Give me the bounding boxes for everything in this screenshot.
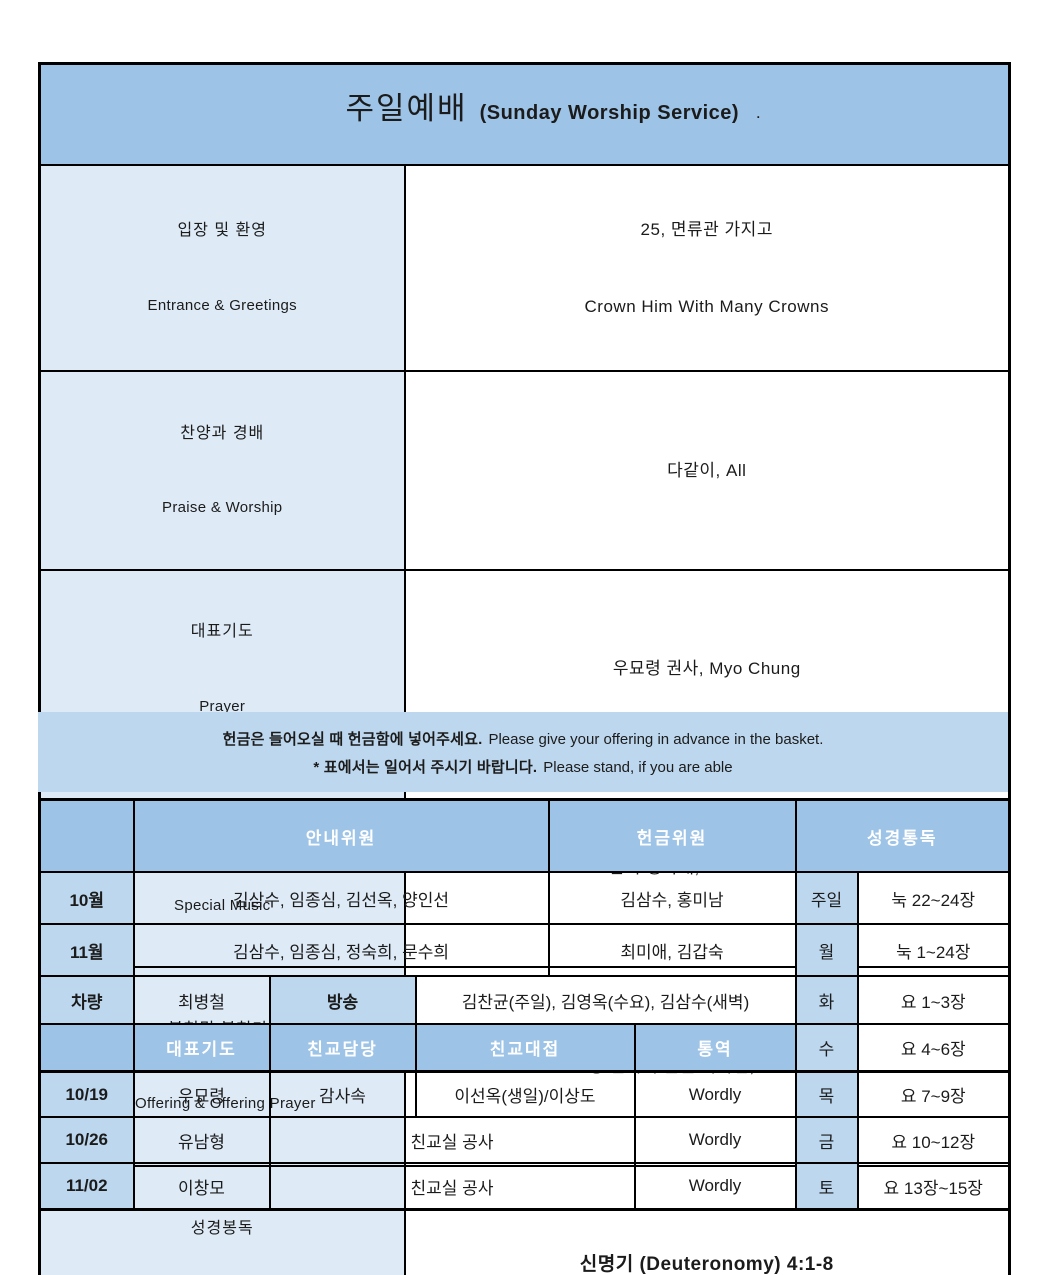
notice-line-1-en: Please give your offering in advance in … (488, 730, 824, 748)
service-title-cell: 주일예배 (Sunday Worship Service) . (38, 62, 1011, 166)
notice-line-1: 헌금은 들어오실 때 헌금함에 넣어주세요. Please give your o… (223, 728, 824, 749)
reading-cell-tuesday: 요 1~3장 (856, 975, 1011, 1025)
translation-10-26: Wordly (633, 1116, 797, 1164)
row-vehicle: 차량 최병철 방송 김찬균(주일), 김영옥(수요), 김삼수(새벽) 화 요 … (38, 975, 1011, 1025)
day-cell-friday: 금 (794, 1116, 859, 1164)
duty-header-row: 대표기도 친교담당 친교대접 통역 수 요 4~6장 (38, 1023, 1011, 1073)
row-11-02: 11/02 이창모 친교실 공사 Wordly 토 요 13장~15장 (38, 1162, 1011, 1211)
day-cell-sunday: 주일 (794, 871, 859, 925)
praise-label: 찬양과 경배 Praise & Worship (38, 370, 406, 571)
november-label: 11월 (38, 923, 135, 977)
prayer-label-en: Prayer (199, 697, 246, 715)
reading-cell-saturday: 요 13장~15장 (856, 1162, 1011, 1211)
date-10-26-label: 10/26 (38, 1116, 135, 1164)
row-10-19: 10/19 우묘령 감사속 이선옥(생일)/이상도 Wordly 목 요 7~9… (38, 1070, 1011, 1118)
prayer-label-ko: 대표기도 (190, 623, 254, 641)
translation-10-19: Wordly (633, 1070, 797, 1118)
day-cell-thursday: 목 (794, 1070, 859, 1118)
entrance-hymn-ko: 25, 면류관 가지고 (640, 220, 773, 239)
ushers-header: 안내위원 (132, 798, 550, 873)
praise-value: 다같이, All (403, 370, 1011, 571)
broadcast-members: 김찬균(주일), 김영옥(수요), 김삼수(새벽) (414, 975, 797, 1025)
corner-cell (38, 798, 135, 873)
translation-11-02: Wordly (633, 1162, 797, 1211)
rep-prayer-header: 대표기도 (132, 1023, 271, 1073)
praise-label-ko: 찬양과 경배 (180, 424, 265, 442)
october-offering: 김삼수, 홍미남 (547, 871, 797, 925)
notice-line-2: * 표에서는 일어서 주시기 바랍니다. Please stand, if you… (313, 756, 732, 777)
row-praise: 찬양과 경배 Praise & Worship 다같이, All (38, 370, 1011, 571)
october-ushers: 김삼수, 임종심, 김선옥, 양인선 (132, 871, 550, 925)
day-cell-saturday: 토 (794, 1162, 859, 1211)
row-entrance: 입장 및 환영 Entrance & Greetings 25, 면류관 가지고… (38, 164, 1011, 372)
notice-line-1-ko: 헌금은 들어오실 때 헌금함에 넣어주세요. (222, 730, 483, 748)
row-november: 11월 김삼수, 임종심, 정숙희, 문수희 최미애, 김갑숙 월 눅 1~24… (38, 923, 1011, 977)
duty-schedule-table: 안내위원 헌금위원 성경통독 10월 김삼수, 임종심, 김선옥, 양인선 김삼… (38, 798, 1011, 1211)
praise-label-en: Praise & Worship (162, 498, 283, 516)
reading-cell-monday: 눅 1~24장 (856, 923, 1011, 977)
broadcast-label: 방송 (268, 975, 417, 1025)
serving-10-26: 친교실 공사 (268, 1116, 636, 1164)
november-offering: 최미애, 김갑숙 (547, 923, 797, 977)
prayer-11-02: 이창모 (132, 1162, 271, 1211)
entrance-label-ko: 입장 및 환영 (177, 222, 267, 240)
translation-header: 통역 (633, 1023, 797, 1073)
november-ushers: 김삼수, 임종심, 정숙희, 문수희 (132, 923, 550, 977)
reading-cell-wednesday: 요 4~6장 (856, 1023, 1011, 1073)
offering-committee-header: 헌금위원 (547, 798, 797, 873)
vehicle-driver: 최병철 (132, 975, 271, 1025)
row-10-26: 10/26 유남형 친교실 공사 Wordly 금 요 10~12장 (38, 1116, 1011, 1164)
fellowship-duty-header: 친교담당 (268, 1023, 417, 1073)
fellowship-10-19: 감사속 (268, 1070, 417, 1118)
vehicle-label: 차량 (38, 975, 135, 1025)
entrance-label: 입장 및 환영 Entrance & Greetings (38, 164, 406, 372)
october-label: 10월 (38, 871, 135, 925)
serving-11-02: 친교실 공사 (268, 1162, 636, 1211)
service-title-en: (Sunday Worship Service) (479, 102, 740, 124)
reading-cell-sunday: 눅 22~24장 (856, 871, 1011, 925)
day-cell-tuesday: 화 (794, 975, 859, 1025)
reading-cell-friday: 요 10~12장 (856, 1116, 1011, 1164)
scripture-label-ko: 성경봉독 (190, 1219, 254, 1237)
entrance-label-en: Entrance & Greetings (147, 296, 297, 314)
title-dot: . (756, 106, 760, 121)
duty-corner-cell (38, 1023, 135, 1073)
service-title-ko: 주일예배 (345, 91, 468, 126)
reading-cell-thursday: 요 7~9장 (856, 1070, 1011, 1118)
bible-reading-header: 성경통독 (794, 798, 1011, 873)
day-cell-wednesday: 수 (794, 1023, 859, 1073)
notice-line-2-ko: * 표에서는 일어서 주시기 바랍니다. (313, 758, 538, 776)
row-october: 10월 김삼수, 임종심, 김선옥, 양인선 김삼수, 홍미남 주일 눅 22~… (38, 871, 1011, 925)
serving-10-19: 이선옥(생일)/이상도 (414, 1070, 636, 1118)
date-11-02-label: 11/02 (38, 1162, 135, 1211)
offering-notice-band: 헌금은 들어오실 때 헌금함에 넣어주세요. Please give your o… (38, 712, 1008, 792)
prayer-10-19: 우묘령 (132, 1070, 271, 1118)
fellowship-serving-header: 친교대접 (414, 1023, 636, 1073)
title-row: 주일예배 (Sunday Worship Service) . (38, 62, 1011, 166)
notice-line-2-en: Please stand, if you are able (543, 758, 733, 776)
entrance-hymn-en: Crown Him With Many Crowns (584, 296, 829, 316)
schedule-header-row: 안내위원 헌금위원 성경통독 (38, 798, 1011, 873)
day-cell-monday: 월 (794, 923, 859, 977)
date-10-19-label: 10/19 (38, 1070, 135, 1118)
prayer-10-26: 유남형 (132, 1116, 271, 1164)
entrance-value: 25, 면류관 가지고 Crown Him With Many Crowns (403, 164, 1011, 372)
